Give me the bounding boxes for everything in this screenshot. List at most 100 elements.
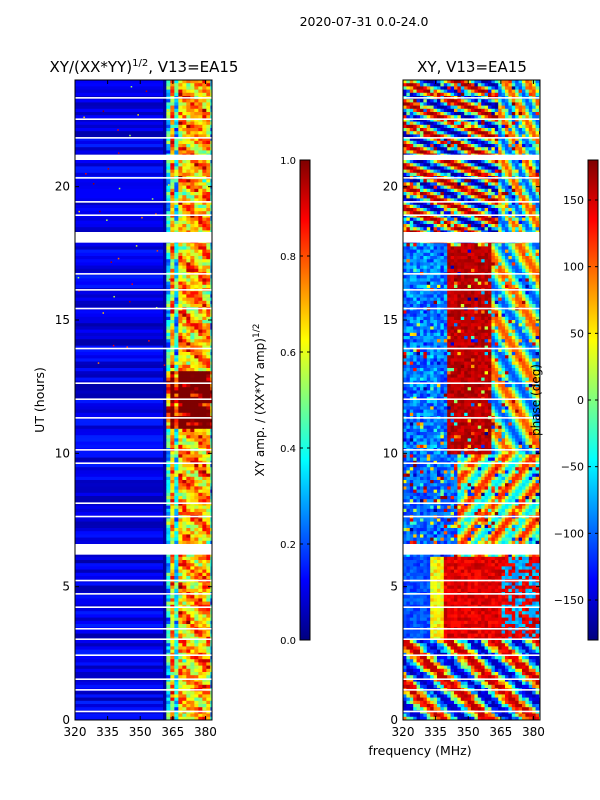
amp-cell <box>194 454 199 458</box>
amp-cell <box>194 483 199 487</box>
amp-cell <box>182 137 187 142</box>
phase-cell <box>403 179 407 183</box>
amp-cell <box>186 198 191 202</box>
phase-cell <box>443 227 448 231</box>
amp-cell <box>178 259 183 263</box>
phase-cell <box>515 208 519 212</box>
phase-cell <box>403 105 407 110</box>
phase-cell <box>460 112 465 116</box>
amp-cell <box>75 582 163 586</box>
phase-cell <box>454 172 458 177</box>
amp-cell <box>170 435 175 439</box>
phase-cell <box>498 204 502 209</box>
amp-cell <box>190 553 195 558</box>
phase-cell <box>505 166 509 170</box>
amp-speckle <box>117 257 120 260</box>
phase-cell <box>508 227 513 231</box>
amp-speckle <box>131 283 133 285</box>
amp-cell <box>198 425 203 430</box>
phase-cell <box>443 172 448 177</box>
amp-cell <box>170 310 175 314</box>
phase-cell <box>426 92 431 97</box>
amp-cell <box>182 473 187 478</box>
amp-cell <box>75 470 163 474</box>
amp-cell <box>75 211 163 215</box>
phase-cell <box>467 80 472 84</box>
phase-cell <box>518 204 523 209</box>
phase-cell <box>464 140 468 145</box>
phase-cell <box>416 208 421 212</box>
amp-cell <box>198 185 203 190</box>
amp-cell <box>202 521 207 526</box>
amp-cell <box>190 643 195 647</box>
amp-cell <box>198 140 203 145</box>
amp-cell <box>182 422 187 426</box>
amp-cell <box>202 214 207 218</box>
amp-cell <box>190 668 195 673</box>
amp-cell <box>194 249 199 254</box>
phase-cell <box>416 204 421 209</box>
phase-cell <box>467 121 472 126</box>
amp-cell <box>182 537 187 542</box>
amp-cell <box>206 246 211 250</box>
amp-cell <box>202 227 207 231</box>
phase-cell <box>447 243 451 247</box>
amp-cell <box>210 99 212 103</box>
amp-cell <box>75 246 163 250</box>
amp-cell <box>166 390 171 394</box>
amp-cell <box>182 80 187 84</box>
amp-cell <box>206 480 211 484</box>
phase-cell <box>464 147 468 151</box>
phase-cell <box>440 112 445 116</box>
amp-cell <box>182 595 187 599</box>
amp-cell <box>198 451 203 455</box>
amp-ytick-label: 15 <box>55 313 70 327</box>
amp-cell <box>170 112 175 116</box>
phase-cell <box>535 195 540 199</box>
phase-cell <box>471 166 475 170</box>
phase-cell <box>467 182 472 186</box>
phase-cell <box>491 112 496 116</box>
amp-cell <box>186 147 191 151</box>
phase-cell <box>420 198 424 202</box>
phase-cell <box>464 214 468 218</box>
phase-cell <box>413 224 417 228</box>
amp-cell <box>174 473 179 478</box>
phase-cell <box>406 118 411 122</box>
phase-cell <box>440 131 445 135</box>
phase-cell <box>460 220 465 225</box>
amp-cell <box>166 112 171 116</box>
phase-cell <box>450 249 455 254</box>
phase-cell <box>416 115 421 119</box>
phase-cell <box>481 102 485 106</box>
phase-cell <box>494 128 499 132</box>
phase-cell <box>501 224 506 228</box>
amp-cell <box>190 364 195 369</box>
amp-cell <box>166 374 171 378</box>
amp-cell <box>166 160 171 164</box>
amp-cell <box>198 268 203 273</box>
phase-cell <box>409 99 414 103</box>
amp-cell <box>166 262 171 266</box>
phase-cell <box>518 108 523 113</box>
phase-cell <box>457 128 462 132</box>
phase-cell <box>522 137 526 142</box>
phase-cell <box>498 102 502 106</box>
phase-cell <box>488 124 492 129</box>
amp-cell <box>182 201 187 206</box>
phase-cell <box>477 217 482 222</box>
phase-cell <box>467 118 472 122</box>
amp-cell <box>210 454 212 458</box>
amp-cell <box>194 672 199 676</box>
amp-cell <box>190 595 195 599</box>
phase-cell <box>501 105 506 110</box>
phase-cell <box>505 243 509 247</box>
phase-cell <box>454 83 458 87</box>
amp-cell <box>190 531 195 535</box>
amp-cell <box>174 496 179 500</box>
amp-cell <box>194 656 199 660</box>
phase-cell <box>423 134 428 138</box>
phase-cell <box>450 192 455 196</box>
amp-cell <box>202 454 207 458</box>
amp-cell <box>194 192 199 196</box>
